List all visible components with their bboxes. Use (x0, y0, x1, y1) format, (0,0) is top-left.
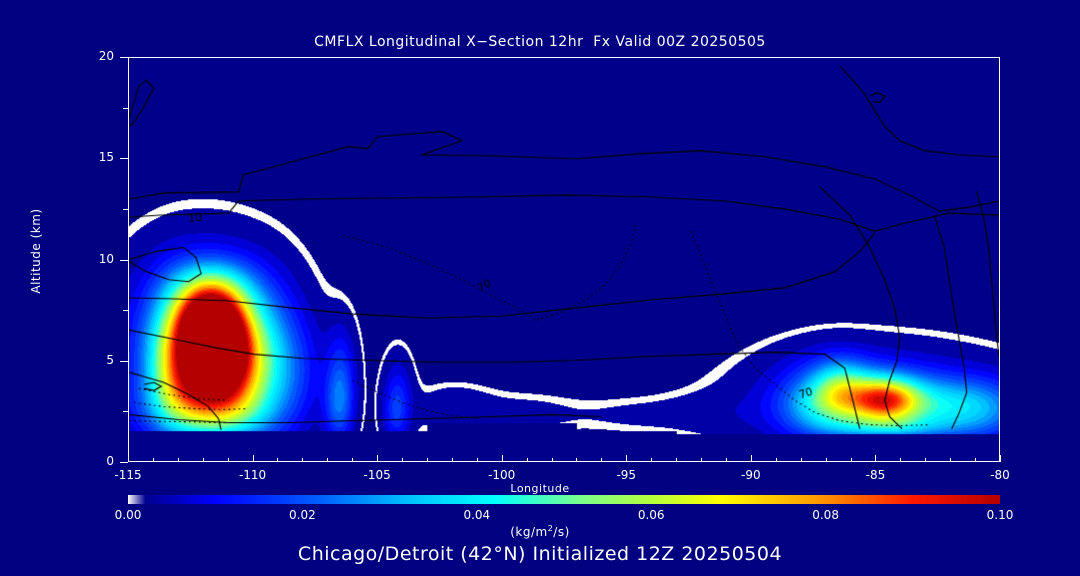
x-axis-tick-minor (551, 458, 553, 462)
x-axis-tick-minor (925, 458, 927, 462)
y-axis-tick-label: 10 (98, 251, 114, 266)
x-axis-tick-minor (526, 458, 528, 462)
x-axis-tick-minor (476, 458, 478, 462)
x-axis-tick-minor (701, 458, 703, 462)
y-axis-tick-minor (123, 107, 128, 109)
units-tail: /s) (553, 525, 570, 539)
x-axis-tick-minor (277, 458, 279, 462)
y-axis-tick-label: 20 (98, 49, 114, 63)
x-axis-tick-minor (676, 458, 678, 462)
x-axis-tick-minor (352, 458, 354, 462)
y-axis-tick-minor (123, 310, 128, 312)
colorbar-units-label: (kg/m2/s) (0, 524, 1080, 539)
x-axis-tick-minor (850, 458, 852, 462)
x-axis-tick-major (875, 455, 877, 462)
y-axis-tick-major (120, 360, 128, 362)
y-axis-tick-major (120, 462, 128, 463)
y-axis-tick-minor (123, 411, 128, 413)
colorbar-tick-label: 0.02 (289, 508, 316, 522)
x-axis-tick-minor (202, 458, 204, 462)
x-axis-tick-minor (601, 458, 603, 462)
x-axis-label: Longitude (510, 482, 570, 495)
colorbar-tick-label: 0.08 (812, 508, 839, 522)
x-axis-tick-major (128, 455, 129, 462)
colorbar[interactable] (128, 495, 1000, 504)
heatmap-canvas (129, 58, 999, 461)
units-head: (kg/m (510, 525, 548, 539)
x-axis-tick-major (377, 455, 379, 462)
x-axis-tick-minor (800, 458, 802, 462)
colorbar-tick-label: 0.06 (637, 508, 665, 522)
x-axis-tick-major (626, 455, 628, 462)
x-axis-tick-label: -100 (488, 468, 516, 482)
x-axis-tick-minor (327, 458, 329, 462)
x-axis-tick-label: -80 (990, 468, 1010, 482)
x-axis-tick-minor (775, 458, 777, 462)
x-axis-tick-minor (302, 458, 304, 462)
x-axis-tick-label: -90 (741, 468, 761, 482)
x-axis-tick-minor (975, 458, 977, 462)
x-axis-tick-label: -85 (865, 468, 886, 482)
x-axis-tick-minor (651, 458, 653, 462)
x-axis-tick-label: -115 (114, 468, 142, 482)
chart-title: CMFLX Longitudinal X−Section 12hr Fx Val… (314, 34, 766, 50)
y-axis-tick-major (120, 57, 128, 58)
chart-caption: Chicago/Detroit (42°N) Initialized 12Z 2… (297, 543, 783, 565)
x-axis-tick-minor (900, 458, 902, 462)
y-axis-tick-minor (123, 208, 128, 210)
y-axis-tick-label: 15 (98, 150, 114, 165)
x-axis-tick-minor (426, 458, 428, 462)
x-axis-tick-minor (950, 458, 952, 462)
x-axis-tick-minor (227, 458, 229, 462)
units-superscript: 2 (547, 524, 554, 533)
x-axis-tick-minor (152, 458, 154, 462)
x-axis-tick-minor (576, 458, 578, 462)
x-axis-tick-major (501, 455, 503, 462)
x-axis-tick-minor (725, 458, 727, 462)
plot-area (128, 57, 1000, 462)
x-axis-tick-label: -110 (238, 468, 267, 482)
x-axis-tick-label: -95 (616, 468, 637, 482)
colorbar-tick-label: 0.04 (463, 508, 491, 522)
x-axis-tick-minor (402, 458, 404, 462)
y-axis-tick-major (120, 259, 128, 261)
y-axis-tick-label: 0 (106, 454, 114, 468)
y-axis-label: Altitude (km) (29, 208, 43, 294)
y-axis-tick-label: 5 (106, 352, 114, 367)
x-axis-tick-label: -105 (363, 468, 391, 482)
x-axis-tick-minor (825, 458, 827, 462)
x-axis-tick-major (750, 455, 752, 462)
colorbar-tick-label: 0.00 (114, 508, 142, 522)
colorbar-tick-label: 0.10 (986, 508, 1014, 522)
x-axis-tick-minor (451, 458, 453, 462)
x-axis-tick-major (1000, 455, 1001, 462)
x-axis-tick-major (252, 455, 254, 462)
x-axis-tick-minor (177, 458, 179, 462)
y-axis-tick-major (120, 158, 128, 160)
